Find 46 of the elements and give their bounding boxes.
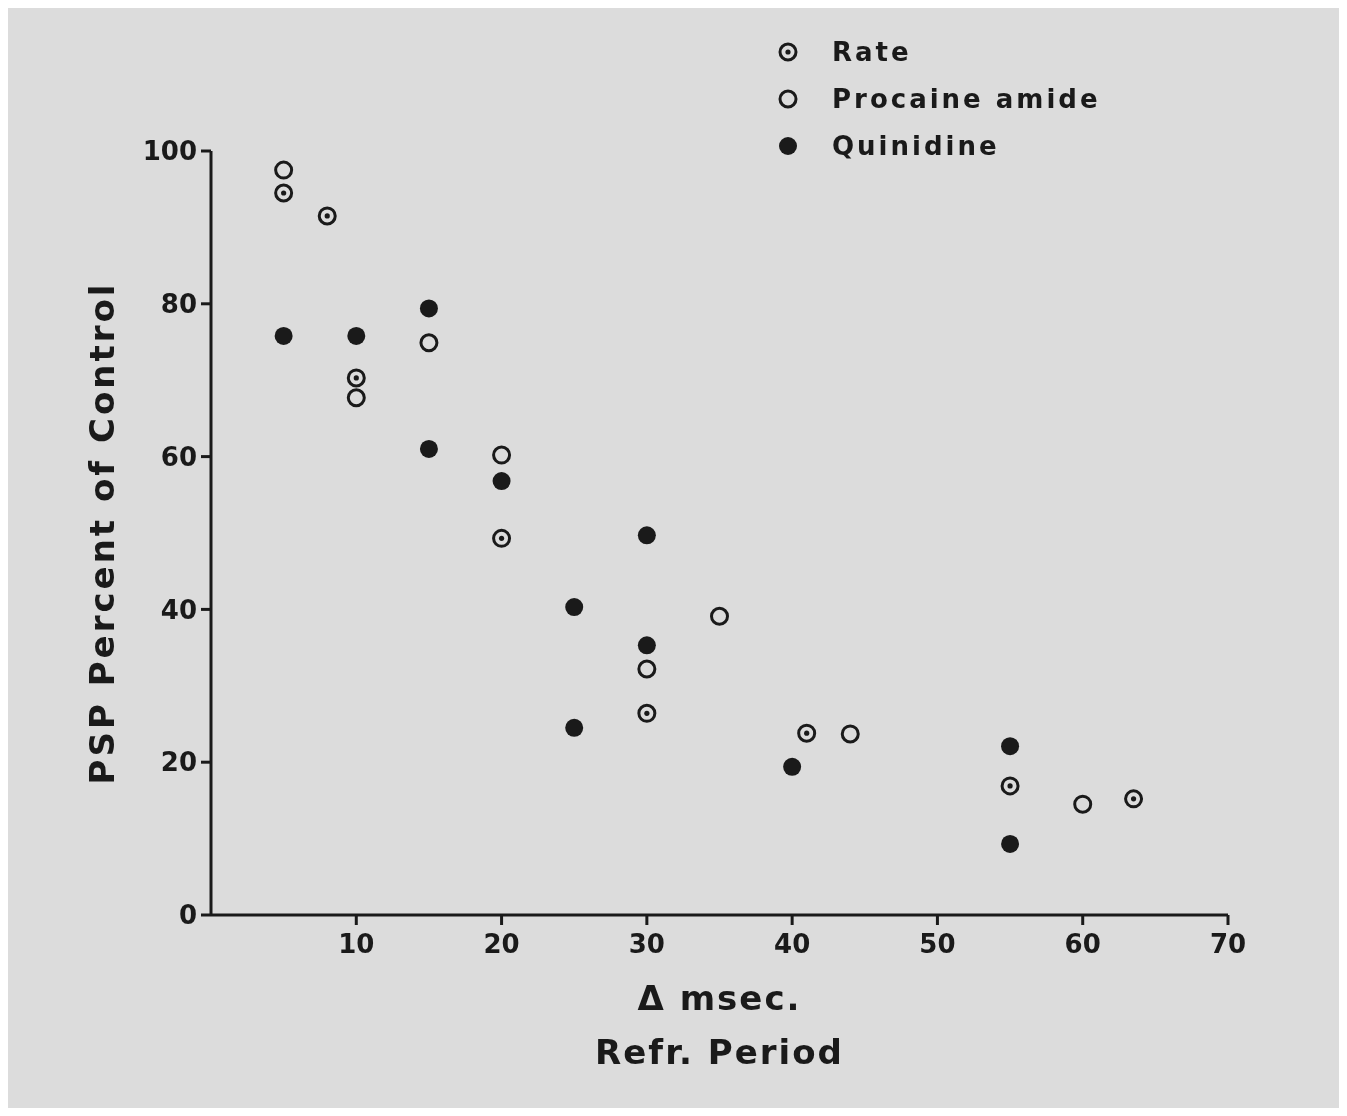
x-tick-label: 60 (1064, 929, 1101, 959)
point (637, 526, 656, 545)
point (347, 326, 366, 345)
point (1001, 737, 1020, 756)
point (710, 606, 729, 626)
x-tick-label: 40 (774, 929, 811, 959)
point (840, 724, 860, 744)
point (419, 439, 438, 458)
point (637, 636, 656, 655)
legend-label: Procaine amide (832, 84, 1101, 115)
y-tick-label: 0 (178, 900, 197, 931)
point (274, 326, 293, 345)
point (274, 183, 294, 203)
legend-label: Rate (832, 37, 912, 68)
point (492, 528, 512, 548)
x-tick-label: 20 (483, 929, 520, 959)
point (1000, 776, 1020, 796)
point (1073, 794, 1093, 814)
x-tick-label: 70 (1209, 929, 1247, 959)
y-tick-label: 60 (160, 441, 197, 472)
point (637, 659, 657, 679)
point (797, 723, 817, 743)
y-tick-label: 100 (142, 136, 197, 167)
point (783, 757, 802, 776)
y-axis-title: PSP Percent of Control (82, 281, 122, 785)
point (419, 333, 439, 353)
x-tick-label: 30 (628, 929, 665, 959)
point (1124, 789, 1144, 809)
point (565, 598, 584, 617)
point (346, 388, 366, 408)
x-axis-title: Δ msec. Refr. Period (595, 978, 844, 1072)
point (492, 445, 512, 465)
y-tick-label: 40 (160, 594, 197, 625)
point (1001, 834, 1020, 853)
point (419, 299, 438, 318)
point (317, 206, 337, 226)
legend-label: Quinidine (832, 131, 1000, 162)
point (492, 472, 511, 491)
y-tick-label: 20 (160, 747, 197, 778)
point (637, 703, 657, 723)
point (346, 368, 366, 388)
point (565, 718, 584, 737)
y-tick-label: 80 (160, 288, 197, 319)
x-tick-label: 10 (338, 929, 375, 959)
point (274, 160, 294, 180)
x-tick-label: 50 (919, 929, 956, 959)
